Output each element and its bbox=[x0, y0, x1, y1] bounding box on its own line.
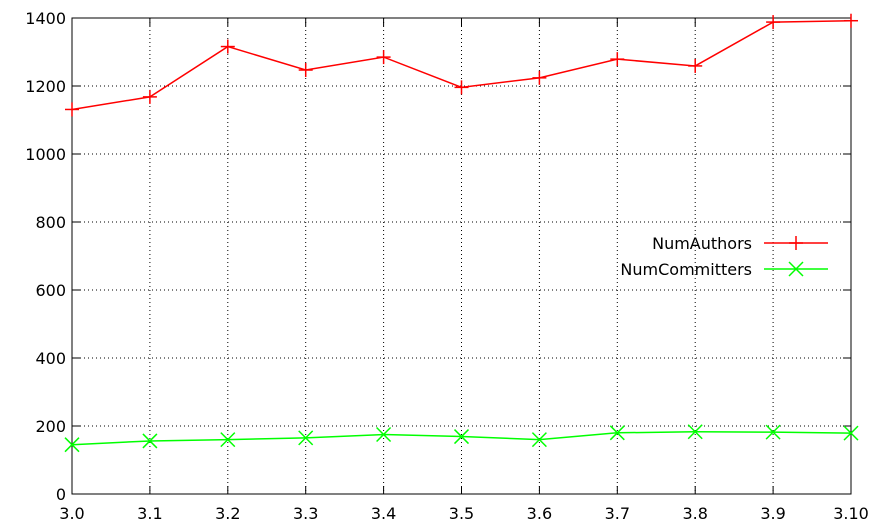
y-tick-label: 1000 bbox=[25, 145, 66, 164]
data-point-numauthors bbox=[610, 52, 625, 67]
x-tick-label: 3.0 bbox=[59, 504, 84, 523]
data-point-numauthors bbox=[220, 39, 235, 54]
y-tick-label: 400 bbox=[35, 349, 66, 368]
x-tick-label: 3.2 bbox=[215, 504, 240, 523]
data-point-numauthors bbox=[376, 50, 391, 65]
x-tick-label: 3.6 bbox=[527, 504, 552, 523]
x-tick-label: 3.9 bbox=[760, 504, 785, 523]
data-point-numauthors bbox=[532, 70, 547, 85]
legend-label-numauthors: NumAuthors bbox=[652, 234, 752, 253]
y-tick-label: 600 bbox=[35, 281, 66, 300]
x-tick-label: 3.1 bbox=[137, 504, 162, 523]
x-tick-label: 3.10 bbox=[833, 504, 869, 523]
data-point-numauthors bbox=[454, 80, 469, 95]
data-point-numcommitters bbox=[765, 424, 781, 440]
y-tick-label: 1400 bbox=[25, 9, 66, 28]
y-tick-label: 800 bbox=[35, 213, 66, 232]
data-point-numcommitters bbox=[453, 429, 470, 445]
data-point-numcommitters bbox=[298, 430, 314, 446]
y-tick-label: 200 bbox=[35, 417, 66, 436]
data-point-numcommitters bbox=[220, 432, 236, 448]
x-tick-label: 3.7 bbox=[605, 504, 630, 523]
x-tick-label: 3.5 bbox=[449, 504, 474, 523]
data-point-numcommitters bbox=[376, 426, 392, 443]
data-point-numcommitters bbox=[609, 425, 625, 441]
series-layer bbox=[64, 13, 859, 453]
data-point-numcommitters bbox=[142, 433, 158, 449]
axis-ticks: 0 200 400 600 800 1000 1200 1400 3.0 3.1 3.2 3.3 3.4… bbox=[25, 9, 869, 523]
data-point-numauthors bbox=[142, 89, 157, 104]
y-tick-label: 1200 bbox=[25, 77, 66, 96]
data-point-numcommitters bbox=[843, 425, 859, 441]
legend-marker-numcommitters bbox=[788, 261, 804, 277]
series-numauthors bbox=[65, 13, 858, 117]
data-point-numauthors bbox=[688, 58, 703, 73]
y-tick-label: 0 bbox=[56, 485, 66, 504]
plot-frame bbox=[71, 17, 852, 495]
x-tick-label: 3.4 bbox=[371, 504, 396, 523]
data-point-numauthors bbox=[298, 63, 313, 78]
data-point-numauthors bbox=[844, 13, 858, 28]
x-tick-label: 3.3 bbox=[293, 504, 318, 523]
data-point-numauthors bbox=[65, 102, 79, 117]
data-point-numcommitters bbox=[687, 424, 703, 440]
legend-label-numcommitters: NumCommitters bbox=[620, 260, 752, 279]
grid-lines bbox=[72, 18, 851, 494]
series-numcommitters bbox=[64, 424, 859, 453]
data-point-numauthors bbox=[766, 15, 781, 30]
legend-marker-numauthors bbox=[789, 236, 803, 250]
x-tick-label: 3.8 bbox=[682, 504, 707, 523]
data-point-numcommitters bbox=[531, 432, 547, 448]
data-point-numcommitters bbox=[64, 437, 80, 453]
legend: NumAuthors NumCommitters bbox=[620, 234, 828, 279]
